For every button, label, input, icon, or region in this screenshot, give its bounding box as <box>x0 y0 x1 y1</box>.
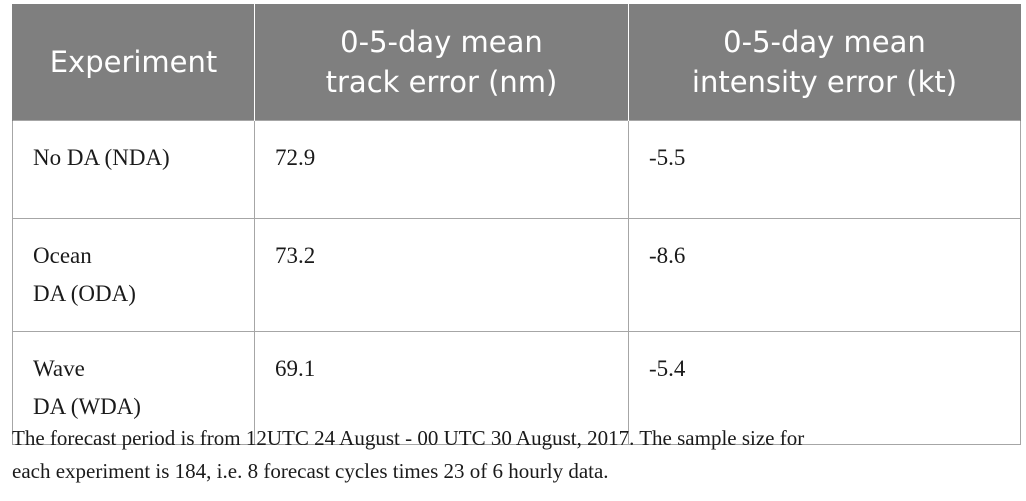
cell-line: Ocean <box>33 243 92 268</box>
cell-experiment: Wave DA (WDA) <box>12 331 255 445</box>
footnote-line: each experiment is 184, i.e. 8 forecast … <box>12 459 609 483</box>
cell-line: DA (WDA) <box>33 394 141 419</box>
header-line: 0-5-day mean <box>723 25 926 59</box>
column-header-track-error: 0-5-day mean track error (nm) <box>254 4 629 121</box>
cell-experiment: No DA (NDA) <box>12 120 255 219</box>
header-line: 0-5-day mean <box>340 25 543 59</box>
table-row: No DA (NDA) 72.9 -5.5 <box>12 120 1021 219</box>
table-row: Ocean DA (ODA) 73.2 -8.6 <box>12 218 1021 332</box>
table-header: Experiment 0-5-day mean track error (nm)… <box>12 4 1021 121</box>
cell-line: Wave <box>33 356 85 381</box>
footnote-line: The forecast period is from 12UTC 24 Aug… <box>12 426 805 450</box>
header-row: Experiment 0-5-day mean track error (nm)… <box>12 4 1021 121</box>
cell-intensity-error: -5.5 <box>628 120 1021 219</box>
cell-experiment: Ocean DA (ODA) <box>12 218 255 332</box>
results-table: Experiment 0-5-day mean track error (nm)… <box>12 4 1021 445</box>
cell-track-error: 72.9 <box>254 120 629 219</box>
cell-line: No DA (NDA) <box>33 145 170 170</box>
cell-track-error: 69.1 <box>254 331 629 445</box>
header-line: track error (nm) <box>325 65 558 99</box>
header-line: intensity error (kt) <box>691 65 958 99</box>
table-footnote: The forecast period is from 12UTC 24 Aug… <box>12 422 1024 488</box>
table-body: No DA (NDA) 72.9 -5.5 Ocean DA (ODA) 73.… <box>12 120 1021 445</box>
header-line: Experiment <box>49 45 218 79</box>
cell-line: DA (ODA) <box>33 281 136 306</box>
cell-track-error: 73.2 <box>254 218 629 332</box>
results-table-container: Experiment 0-5-day mean track error (nm)… <box>12 4 1021 445</box>
cell-intensity-error: -5.4 <box>628 331 1021 445</box>
table-row: Wave DA (WDA) 69.1 -5.4 <box>12 331 1021 445</box>
column-header-experiment: Experiment <box>12 4 255 121</box>
column-header-intensity-error: 0-5-day mean intensity error (kt) <box>628 4 1021 121</box>
cell-intensity-error: -8.6 <box>628 218 1021 332</box>
